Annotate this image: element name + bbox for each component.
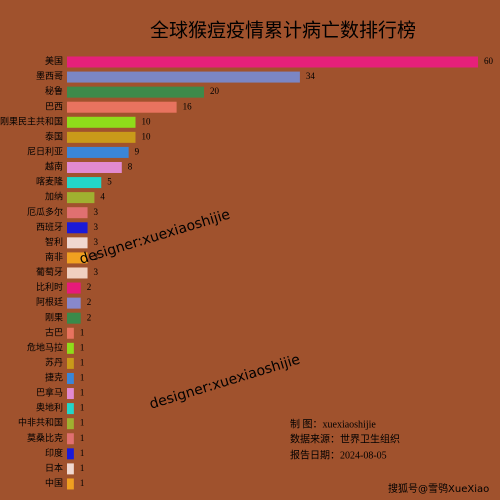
y-tick-label: 印度 [45,447,63,458]
value-label: 5 [107,177,112,187]
value-label: 10 [142,116,152,126]
value-label: 8 [128,162,133,172]
y-tick-label: 泰国 [45,130,63,141]
bar [67,478,74,490]
y-tick-label: 苏丹 [45,356,63,367]
y-tick-label: 美国 [45,55,63,66]
y-tick-label: 南非 [45,251,63,262]
value-label: 16 [183,101,193,111]
value-label: 34 [306,71,316,81]
y-tick-label: 刚果 [45,312,63,322]
value-label: 1 [80,463,85,473]
annotation: 制 图：xuexiaoshijie [290,417,376,430]
y-tick-label: 奥地利 [36,402,63,413]
bar [67,71,300,83]
y-tick-label: 厄瓜多尔 [27,206,63,217]
y-tick-label: 加纳 [45,191,63,202]
value-label: 3 [94,237,99,247]
value-label: 10 [142,131,152,141]
annotation: 数据来源：世界卫生组织 [290,432,400,445]
y-tick-label: 秘鲁 [45,85,63,96]
y-tick-label: 日本 [45,462,63,473]
bar [67,372,74,384]
bar [67,327,74,339]
bar [67,463,74,475]
bar [67,282,81,294]
y-tick-label: 阿根廷 [36,296,63,307]
bar [67,131,136,143]
bar [67,101,177,113]
bar [67,418,74,430]
value-label: 3 [94,222,99,232]
value-label: 3 [94,267,99,277]
y-tick-label: 古巴 [45,326,63,337]
value-label: 9 [135,146,140,156]
value-label: 60 [484,56,494,66]
y-tick-label: 捷克 [45,372,63,383]
value-label: 1 [80,418,85,428]
bar [67,267,88,279]
bar [67,207,88,219]
watermark: 搜狐号@雪鸮XueXiao [388,482,489,495]
bar [67,433,74,445]
watermark: designer:xuexiaoshijie [148,352,302,413]
y-tick-label: 尼日利亚 [27,145,63,156]
value-label: 4 [100,192,105,202]
bar [67,403,74,415]
value-label: 20 [210,86,220,96]
bar [67,116,136,128]
y-tick-label: 墨西哥 [36,71,63,81]
y-tick-label: 巴拿马 [36,387,63,398]
bar [67,342,74,354]
bar [67,297,81,309]
value-label: 2 [87,312,92,322]
y-tick-label: 中国 [45,477,63,488]
bar [67,86,204,98]
y-tick-label: 莫桑比克 [27,432,63,443]
y-tick-label: 刚果民主共和国 [0,115,63,126]
bar [67,237,88,249]
bar [67,388,74,400]
value-label: 1 [80,342,85,352]
value-label: 2 [87,282,92,292]
y-tick-label: 喀麦隆 [36,176,63,187]
value-label: 1 [80,327,85,337]
y-tick-label: 葡萄牙 [36,266,63,277]
value-label: 2 [87,297,92,307]
y-tick-label: 西班牙 [36,221,63,232]
value-label: 1 [80,448,85,458]
bar [67,252,88,264]
bar [67,56,478,68]
value-label: 1 [80,357,85,367]
bar [67,146,129,158]
annotation: 报告日期：2024-08-05 [290,448,387,461]
bar [67,161,122,173]
watermark: designer:xuexiaoshijie [78,207,232,268]
value-label: 1 [80,433,85,443]
bar [67,312,81,324]
value-label: 3 [94,252,99,262]
y-tick-label: 中非共和国 [18,417,63,428]
bar [67,357,74,369]
y-tick-label: 危地马拉 [27,341,63,352]
bar [67,192,95,204]
value-label: 1 [80,478,85,488]
chart-title: 全球猴痘疫情累计病亡数排行榜 [150,19,416,41]
y-tick-label: 智利 [45,236,63,247]
bar [67,222,88,234]
bar [67,448,74,460]
value-label: 3 [94,207,99,217]
value-label: 1 [80,388,85,398]
bar [67,177,102,189]
value-label: 1 [80,403,85,413]
y-tick-label: 比利时 [36,281,63,292]
y-tick-label: 越南 [45,161,63,172]
value-label: 1 [80,373,85,383]
y-tick-label: 巴西 [45,101,63,111]
